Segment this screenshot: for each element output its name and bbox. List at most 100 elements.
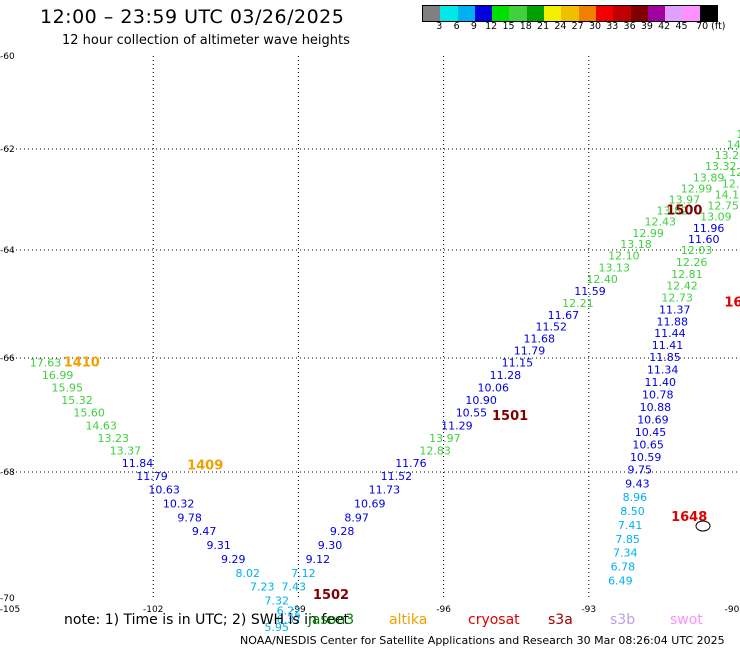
colorbar-swatch xyxy=(474,6,493,21)
wave-height-value: 12.55 xyxy=(722,177,740,190)
pass-number-label: 1502 xyxy=(313,588,349,603)
lat-tick-label: -70 xyxy=(0,594,15,604)
wave-height-value: 8.96 xyxy=(623,491,648,504)
wave-height-value: 11.44 xyxy=(654,327,686,340)
colorbar-label: 6 xyxy=(453,21,460,32)
wave-height-value: 12.40 xyxy=(586,273,618,286)
colorbar-label: 9 xyxy=(470,21,477,32)
pass-number-label: 1501 xyxy=(492,409,528,424)
colorbar-swatch xyxy=(665,6,683,21)
wave-height-value: 12.81 xyxy=(671,268,703,281)
wave-height-value: 12.43 xyxy=(644,216,676,229)
wave-height-value: 13.18 xyxy=(620,238,652,251)
colorbar-swatch xyxy=(595,6,614,21)
colorbar-swatch xyxy=(561,6,579,21)
wave-height-value: 13.25 xyxy=(715,149,740,162)
lat-tick-label: -64 xyxy=(0,246,15,256)
colorbar-swatch xyxy=(457,6,475,21)
lon-tick-label: -96 xyxy=(436,605,451,615)
colorbar-label: 24 xyxy=(554,21,567,32)
wave-height-value: 13.97 xyxy=(669,194,701,207)
pass-number-label: 164 xyxy=(724,295,740,310)
wave-height-value: 11.60 xyxy=(688,233,720,246)
colorbar-swatch xyxy=(630,6,648,21)
colorbar-label: 15 xyxy=(502,21,515,32)
wave-height-value: 12.10 xyxy=(608,249,640,262)
wave-height-value: 10.88 xyxy=(640,401,672,414)
wave-height-value: 11.85 xyxy=(649,351,681,364)
wave-height-value: 13.09 xyxy=(700,211,732,224)
satellite-swot: swot xyxy=(670,612,703,628)
colorbar-label: 70 (ft) xyxy=(696,21,726,32)
wave-height-value: 6.78 xyxy=(611,561,636,574)
wave-height-value: 12.75 xyxy=(707,200,739,213)
wave-height-value: 10.32 xyxy=(163,498,195,511)
wave-height-value: 11.88 xyxy=(657,315,689,328)
lon-tick-label: -105 xyxy=(0,605,20,615)
colorbar-labels: 3 6 9 12 15 18 21 24 27 30 33 36 39 42 45 70 (ft) xyxy=(422,21,740,33)
wave-height-value: 14.07 xyxy=(727,138,740,151)
wave-height-value: 14.13 xyxy=(715,188,740,201)
wave-height-value: 11.40 xyxy=(644,376,676,389)
wave-height-value: 7.32 xyxy=(265,595,290,608)
wave-height-value: 11.84 xyxy=(122,457,153,470)
colorbar-label: 27 xyxy=(571,21,584,32)
pass-number-label: 1648 xyxy=(671,510,707,525)
wave-height-value: 11.67 xyxy=(548,309,580,322)
wave-height-value: 10.69 xyxy=(354,498,386,511)
wave-height-value: 10.55 xyxy=(456,407,488,420)
lat-tick-label: -62 xyxy=(0,145,15,155)
wave-height-value: 13.82 xyxy=(657,205,689,218)
wave-height-value: 11.28 xyxy=(490,369,521,382)
wave-height-value: 10.59 xyxy=(630,451,662,464)
wave-height-value: 11.68 xyxy=(523,333,555,346)
wave-height-value: 13.78 xyxy=(739,155,740,168)
wave-height-value: 12.90 xyxy=(729,166,740,179)
colorbar-label: 33 xyxy=(606,21,619,32)
wave-height-value: 11.34 xyxy=(647,363,679,376)
lat-tick-label: -66 xyxy=(0,354,15,364)
wave-height-value: 9.28 xyxy=(330,525,355,538)
wave-height-value: 13.37 xyxy=(110,444,142,457)
wave-height-value: 11.73 xyxy=(369,484,401,497)
wave-height-value: 5.95 xyxy=(265,621,290,634)
wave-height-value: 7.23 xyxy=(250,581,275,594)
wave-height-value: 11.29 xyxy=(441,419,473,432)
colorbar-swatch xyxy=(440,6,458,21)
wave-height-value: 9.75 xyxy=(628,464,653,477)
wave-height-value: 7.12 xyxy=(291,567,316,580)
wave-height-value: 10.63 xyxy=(148,484,180,497)
wave-height-value: 7.41 xyxy=(618,519,643,532)
colorbar-swatch xyxy=(509,6,527,21)
wave-height-value: 12.21 xyxy=(562,297,594,310)
wave-height-value: 12.70 xyxy=(736,128,740,141)
colorbar-label: 30 xyxy=(588,21,602,32)
wave-height-value: 10.65 xyxy=(632,439,664,452)
colorbar-swatch xyxy=(613,6,631,21)
colorbar-label: 45 xyxy=(675,21,688,32)
wave-height-value: 8.97 xyxy=(344,511,369,524)
wave-height-value: 13.97 xyxy=(429,432,461,445)
wave-height-value: 12.73 xyxy=(661,292,693,305)
wave-height-value: 10.90 xyxy=(465,394,497,407)
footnote: note: 1) Time is in UTC; 2) SWH is in fe… xyxy=(64,612,350,628)
wave-height-value: 13.32 xyxy=(705,160,737,173)
wave-height-value: 12.42 xyxy=(666,280,698,293)
wave-height-value: 10.45 xyxy=(635,426,667,439)
wave-height-value: 9.31 xyxy=(206,539,231,552)
wave-height-value: 6.49 xyxy=(608,574,633,587)
colorbar-swatch xyxy=(544,6,562,21)
wave-height-value: 12.03 xyxy=(681,244,713,257)
wave-height-value: 6.22 xyxy=(277,605,302,618)
colorbar-swatch xyxy=(699,6,718,21)
wave-height-value: 8.02 xyxy=(235,567,259,580)
colorbar-label: 12 xyxy=(485,21,498,32)
wave-height-colorbar xyxy=(422,5,719,22)
wave-height-value: 12.99 xyxy=(632,227,664,240)
satellite-s3b: s3b xyxy=(610,612,636,628)
wave-height-value: 12.26 xyxy=(676,256,708,269)
wave-height-value: 13.23 xyxy=(98,432,130,445)
colorbar-swatch xyxy=(526,6,545,21)
wave-height-value: 15.95 xyxy=(52,382,83,395)
